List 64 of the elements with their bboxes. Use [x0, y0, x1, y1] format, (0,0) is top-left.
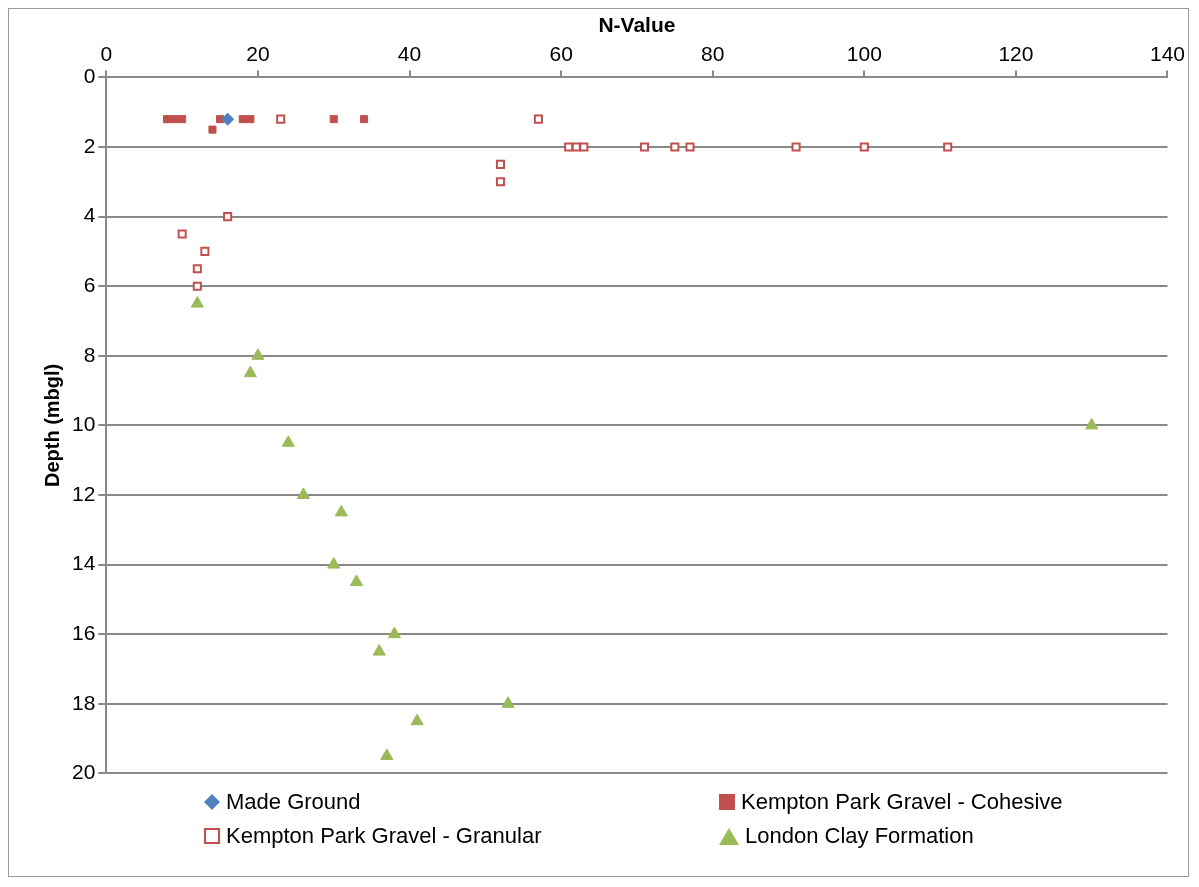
y-tick-label: 0	[83, 64, 96, 88]
point	[243, 365, 257, 378]
y-tick-label: 12	[72, 481, 96, 505]
point	[943, 142, 953, 152]
legend-label: Kempton Park Gravel - Cohesive	[741, 789, 1063, 815]
x-tick-label: 20	[246, 41, 270, 65]
point	[281, 435, 295, 447]
point	[208, 125, 217, 134]
point	[329, 115, 338, 124]
point	[178, 115, 187, 124]
point	[177, 229, 187, 239]
point	[192, 281, 202, 291]
point	[387, 626, 401, 639]
y-tick-label: 6	[83, 273, 96, 296]
x-tick-label: 140	[1149, 41, 1185, 65]
y-tick-label: 18	[72, 690, 96, 714]
y-tick-label: 10	[72, 412, 96, 436]
point	[564, 142, 574, 152]
point	[791, 142, 801, 152]
x-tick-label: 120	[998, 41, 1034, 65]
point	[190, 296, 204, 308]
point	[192, 264, 202, 274]
legend-label: Made Ground	[226, 789, 361, 815]
point	[334, 504, 348, 517]
y-tick-label: 14	[72, 551, 96, 575]
point	[1085, 417, 1099, 430]
point	[372, 644, 386, 656]
y-tick-label: 4	[83, 203, 96, 227]
point	[495, 159, 506, 169]
point	[579, 142, 589, 152]
point	[276, 114, 286, 124]
point	[349, 574, 364, 586]
point	[571, 142, 581, 152]
point	[380, 748, 394, 760]
x-tick-label: 0	[100, 41, 113, 65]
point	[533, 114, 543, 124]
y-axis-title: Depth (mbgl)	[40, 363, 63, 488]
legend-label: Kempton Park Gravel - Granular	[226, 823, 542, 849]
point	[670, 142, 680, 152]
point	[327, 557, 341, 569]
point	[495, 177, 506, 187]
point	[221, 112, 235, 126]
point	[360, 115, 369, 124]
point	[246, 115, 255, 124]
x-axis-title: N-Value	[598, 13, 676, 37]
point	[639, 142, 650, 152]
y-tick-label: 20	[72, 760, 96, 784]
x-tick-label: 40	[397, 41, 422, 65]
y-tick-label: 16	[72, 621, 96, 644]
x-tick-label: 80	[701, 41, 725, 65]
point	[170, 115, 179, 124]
point	[296, 487, 310, 499]
point	[251, 348, 265, 360]
point	[859, 142, 869, 152]
y-tick-label: 8	[83, 342, 96, 366]
point	[200, 246, 210, 256]
point	[685, 142, 695, 152]
x-tick-label: 100	[846, 41, 882, 65]
point	[410, 713, 424, 726]
x-tick-label: 60	[549, 41, 573, 65]
point	[501, 696, 515, 708]
y-tick-label: 2	[83, 133, 96, 157]
legend-label: London Clay Formation	[745, 823, 974, 849]
point	[223, 212, 233, 222]
